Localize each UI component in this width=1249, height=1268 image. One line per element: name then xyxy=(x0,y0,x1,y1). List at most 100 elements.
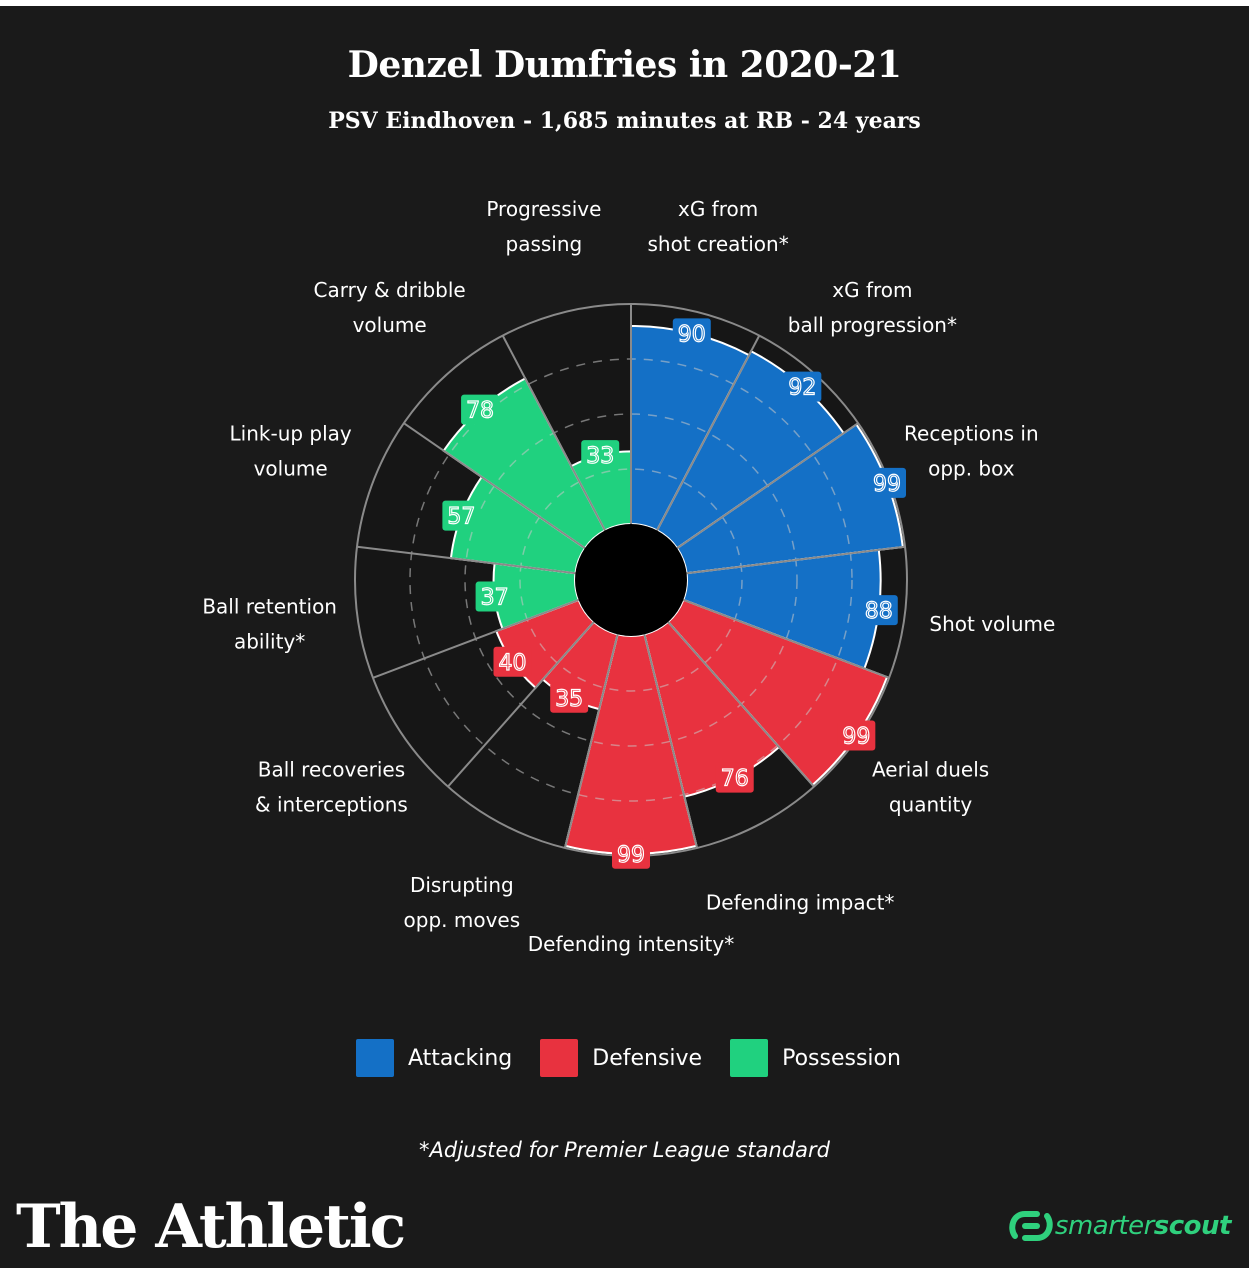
value-badge: 40 xyxy=(493,646,532,677)
value-label: 57 xyxy=(447,505,475,530)
value-label: 35 xyxy=(555,687,583,712)
value-badge: 99 xyxy=(612,838,650,869)
category-label: Ball retention ability* xyxy=(202,594,337,653)
category-label-line: xG from xyxy=(678,197,758,221)
value-badge-bg xyxy=(550,682,589,713)
smarterscout-part1: smarter xyxy=(1054,1211,1154,1241)
category-label: Progressive passing xyxy=(486,197,601,256)
grid-group xyxy=(354,303,908,857)
category-label: Link-up play volume xyxy=(230,421,352,480)
legend-swatch-possession xyxy=(730,1039,769,1077)
category-label-line: passing xyxy=(506,232,583,256)
category-label: Defending intensity* xyxy=(528,932,734,956)
legend-swatch-defensive xyxy=(540,1039,579,1077)
spoke-line xyxy=(563,634,619,849)
legend: Attacking Defensive Possession xyxy=(356,1038,929,1078)
value-label: 33 xyxy=(586,444,614,469)
legend-item-defensive: Defensive xyxy=(540,1039,702,1077)
legend-item-attacking: Attacking xyxy=(356,1039,512,1077)
value-badge: 35 xyxy=(550,682,589,713)
value-badge: 92 xyxy=(783,371,822,402)
spoke-line xyxy=(676,422,859,550)
spoke-line xyxy=(643,634,699,849)
value-badge-bg xyxy=(442,500,481,531)
legend-item-possession: Possession xyxy=(730,1039,901,1077)
category-label: Ball recoveries & interceptions xyxy=(255,757,408,816)
spoke-line xyxy=(403,422,586,550)
value-badge-bg xyxy=(672,318,711,349)
chart-frame: Denzel Dumfries in 2020-21 PSV Eindhoven… xyxy=(0,6,1249,1268)
value-badge: 37 xyxy=(475,581,514,612)
value-badge-bg xyxy=(783,371,822,402)
category-label-line: quantity xyxy=(889,792,973,816)
legend-label-possession: Possession xyxy=(782,1045,901,1071)
value-label: 99 xyxy=(842,725,870,750)
category-label: xG from ball progression* xyxy=(788,278,957,337)
category-label: Shot volume xyxy=(929,612,1055,636)
category-label-line: Defending impact* xyxy=(706,890,895,914)
category-label-line: Shot volume xyxy=(929,612,1055,636)
category-label: Carry & dribble volume xyxy=(314,278,466,337)
value-badge-bg xyxy=(715,762,754,793)
value-badge: 88 xyxy=(859,595,898,626)
value-badge: 76 xyxy=(715,762,754,793)
chart-subtitle: PSV Eindhoven - 1,685 minutes at RB - 24… xyxy=(328,108,921,134)
value-badge-bg xyxy=(868,467,907,498)
category-label-line: Defending intensity* xyxy=(528,932,734,956)
category-label: xG from shot creation* xyxy=(648,197,789,256)
value-label: 40 xyxy=(498,651,526,676)
value-label: 76 xyxy=(721,767,749,792)
value-badge-bg xyxy=(859,595,898,626)
category-label-line: ability* xyxy=(234,629,305,653)
value-badge-bg xyxy=(475,581,514,612)
center-hole xyxy=(575,524,687,636)
value-badge-bg xyxy=(581,440,620,471)
category-label: Defending impact* xyxy=(706,890,895,914)
category-label-line: Carry & dribble xyxy=(314,278,466,302)
smarterscout-icon xyxy=(1009,1211,1053,1241)
category-label-line: shot creation* xyxy=(648,232,789,256)
value-badge-bg xyxy=(493,646,532,677)
value-badge: 78 xyxy=(461,394,500,425)
footnote: *Adjusted for Premier League standard xyxy=(419,1138,830,1162)
category-label-line: Ball recoveries xyxy=(258,757,405,781)
category-label-line: Progressive xyxy=(486,197,601,221)
the-athletic-logo: The Athletic xyxy=(16,1192,406,1262)
spoke-line xyxy=(686,545,906,575)
value-badge-bg xyxy=(837,720,876,751)
chart-title: Denzel Dumfries in 2020-21 xyxy=(347,44,902,86)
value-label: 99 xyxy=(873,472,901,497)
spoke-line xyxy=(372,598,579,679)
gridline-circle xyxy=(464,413,798,747)
spoke-line xyxy=(656,335,761,531)
legend-label-defensive: Defensive xyxy=(592,1045,703,1071)
smarterscout-part2: scout xyxy=(1153,1211,1232,1241)
category-label-line: ball progression* xyxy=(788,313,957,337)
value-label: 37 xyxy=(481,586,509,611)
spoke-line xyxy=(683,598,890,679)
category-label-line: Ball retention xyxy=(202,594,337,618)
category-label: Disrupting opp. moves xyxy=(404,873,521,932)
category-label-line: xG from xyxy=(832,278,912,302)
smarterscout-wordmark: smarterscout xyxy=(1054,1211,1232,1241)
category-label-group: xG from shot creation* xG from ball progres… xyxy=(202,197,1055,956)
value-badge: 33 xyxy=(581,440,620,471)
category-label-line: volume xyxy=(254,456,328,480)
category-label-line: opp. moves xyxy=(404,908,521,932)
legend-swatch-attacking xyxy=(356,1039,394,1077)
value-badge-bg xyxy=(612,838,650,869)
category-label: Receptions in opp. box xyxy=(904,421,1039,480)
value-badge-group: 90 92 99 88 99 76 99 35 40 37 57 78 33 xyxy=(442,318,907,869)
spoke-line xyxy=(356,545,576,575)
category-label-line: Link-up play xyxy=(230,421,352,445)
value-badge-bg xyxy=(461,394,500,425)
spoke-line xyxy=(447,621,595,788)
category-label-line: Aerial duels xyxy=(872,757,989,781)
category-label: Aerial duels quantity xyxy=(872,757,989,816)
value-label: 99 xyxy=(617,843,645,868)
value-label: 90 xyxy=(678,322,706,347)
value-badge: 99 xyxy=(868,467,907,498)
value-label: 88 xyxy=(865,599,893,624)
value-badge: 90 xyxy=(672,318,711,349)
category-label-line: & interceptions xyxy=(255,792,408,816)
